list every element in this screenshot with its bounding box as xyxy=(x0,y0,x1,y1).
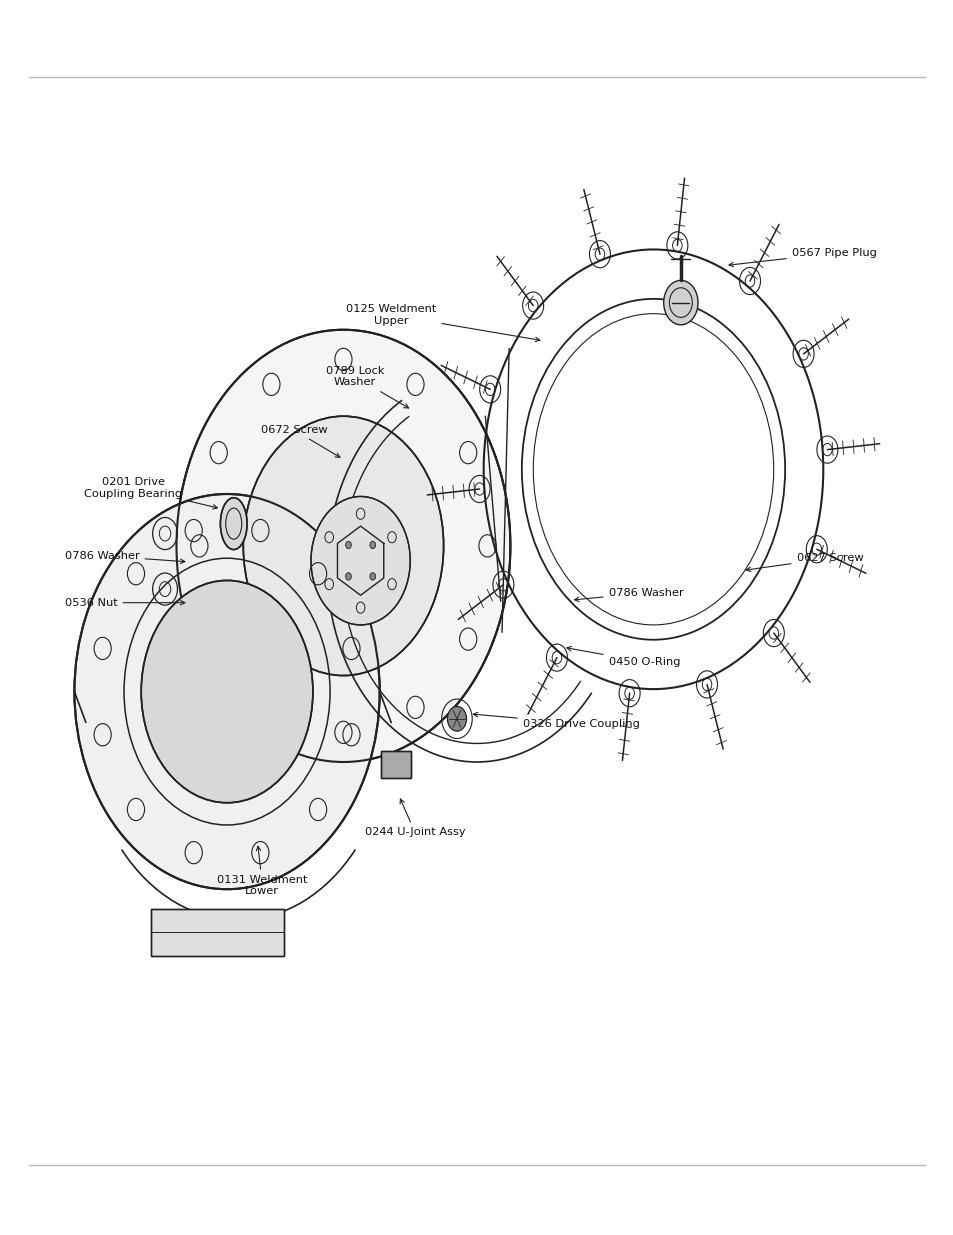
Text: 0326 Drive Coupling: 0326 Drive Coupling xyxy=(473,713,639,729)
Text: 0627 Screw: 0627 Screw xyxy=(745,553,862,572)
Text: 0450 O-Ring: 0450 O-Ring xyxy=(566,646,679,667)
Circle shape xyxy=(370,541,375,548)
Text: 0786 Washer: 0786 Washer xyxy=(574,588,682,601)
Bar xyxy=(380,751,411,778)
Circle shape xyxy=(176,330,510,762)
Text: 0786 Washer: 0786 Washer xyxy=(65,551,185,563)
Ellipse shape xyxy=(220,498,247,550)
Text: 0131 Weldment
Lower: 0131 Weldment Lower xyxy=(217,846,307,897)
Circle shape xyxy=(243,416,443,676)
Bar xyxy=(380,751,411,778)
Text: 0125 Weldment
Upper: 0125 Weldment Upper xyxy=(346,304,539,342)
Circle shape xyxy=(447,706,466,731)
Text: 0201 Drive
Coupling Bearing: 0201 Drive Coupling Bearing xyxy=(85,477,217,509)
Circle shape xyxy=(74,494,379,889)
Text: 0672 Screw: 0672 Screw xyxy=(260,425,339,457)
Circle shape xyxy=(663,280,698,325)
Circle shape xyxy=(345,573,351,580)
Text: 0536 Nut: 0536 Nut xyxy=(65,598,185,608)
Circle shape xyxy=(141,580,313,803)
Bar xyxy=(151,909,284,956)
Circle shape xyxy=(370,573,375,580)
Circle shape xyxy=(345,541,351,548)
Text: 0789 Lock
Washer: 0789 Lock Washer xyxy=(325,366,408,408)
Bar xyxy=(151,909,284,956)
Text: 0567 Pipe Plug: 0567 Pipe Plug xyxy=(728,248,876,267)
Circle shape xyxy=(311,496,410,625)
Text: 0244 U-Joint Assy: 0244 U-Joint Assy xyxy=(364,799,465,837)
